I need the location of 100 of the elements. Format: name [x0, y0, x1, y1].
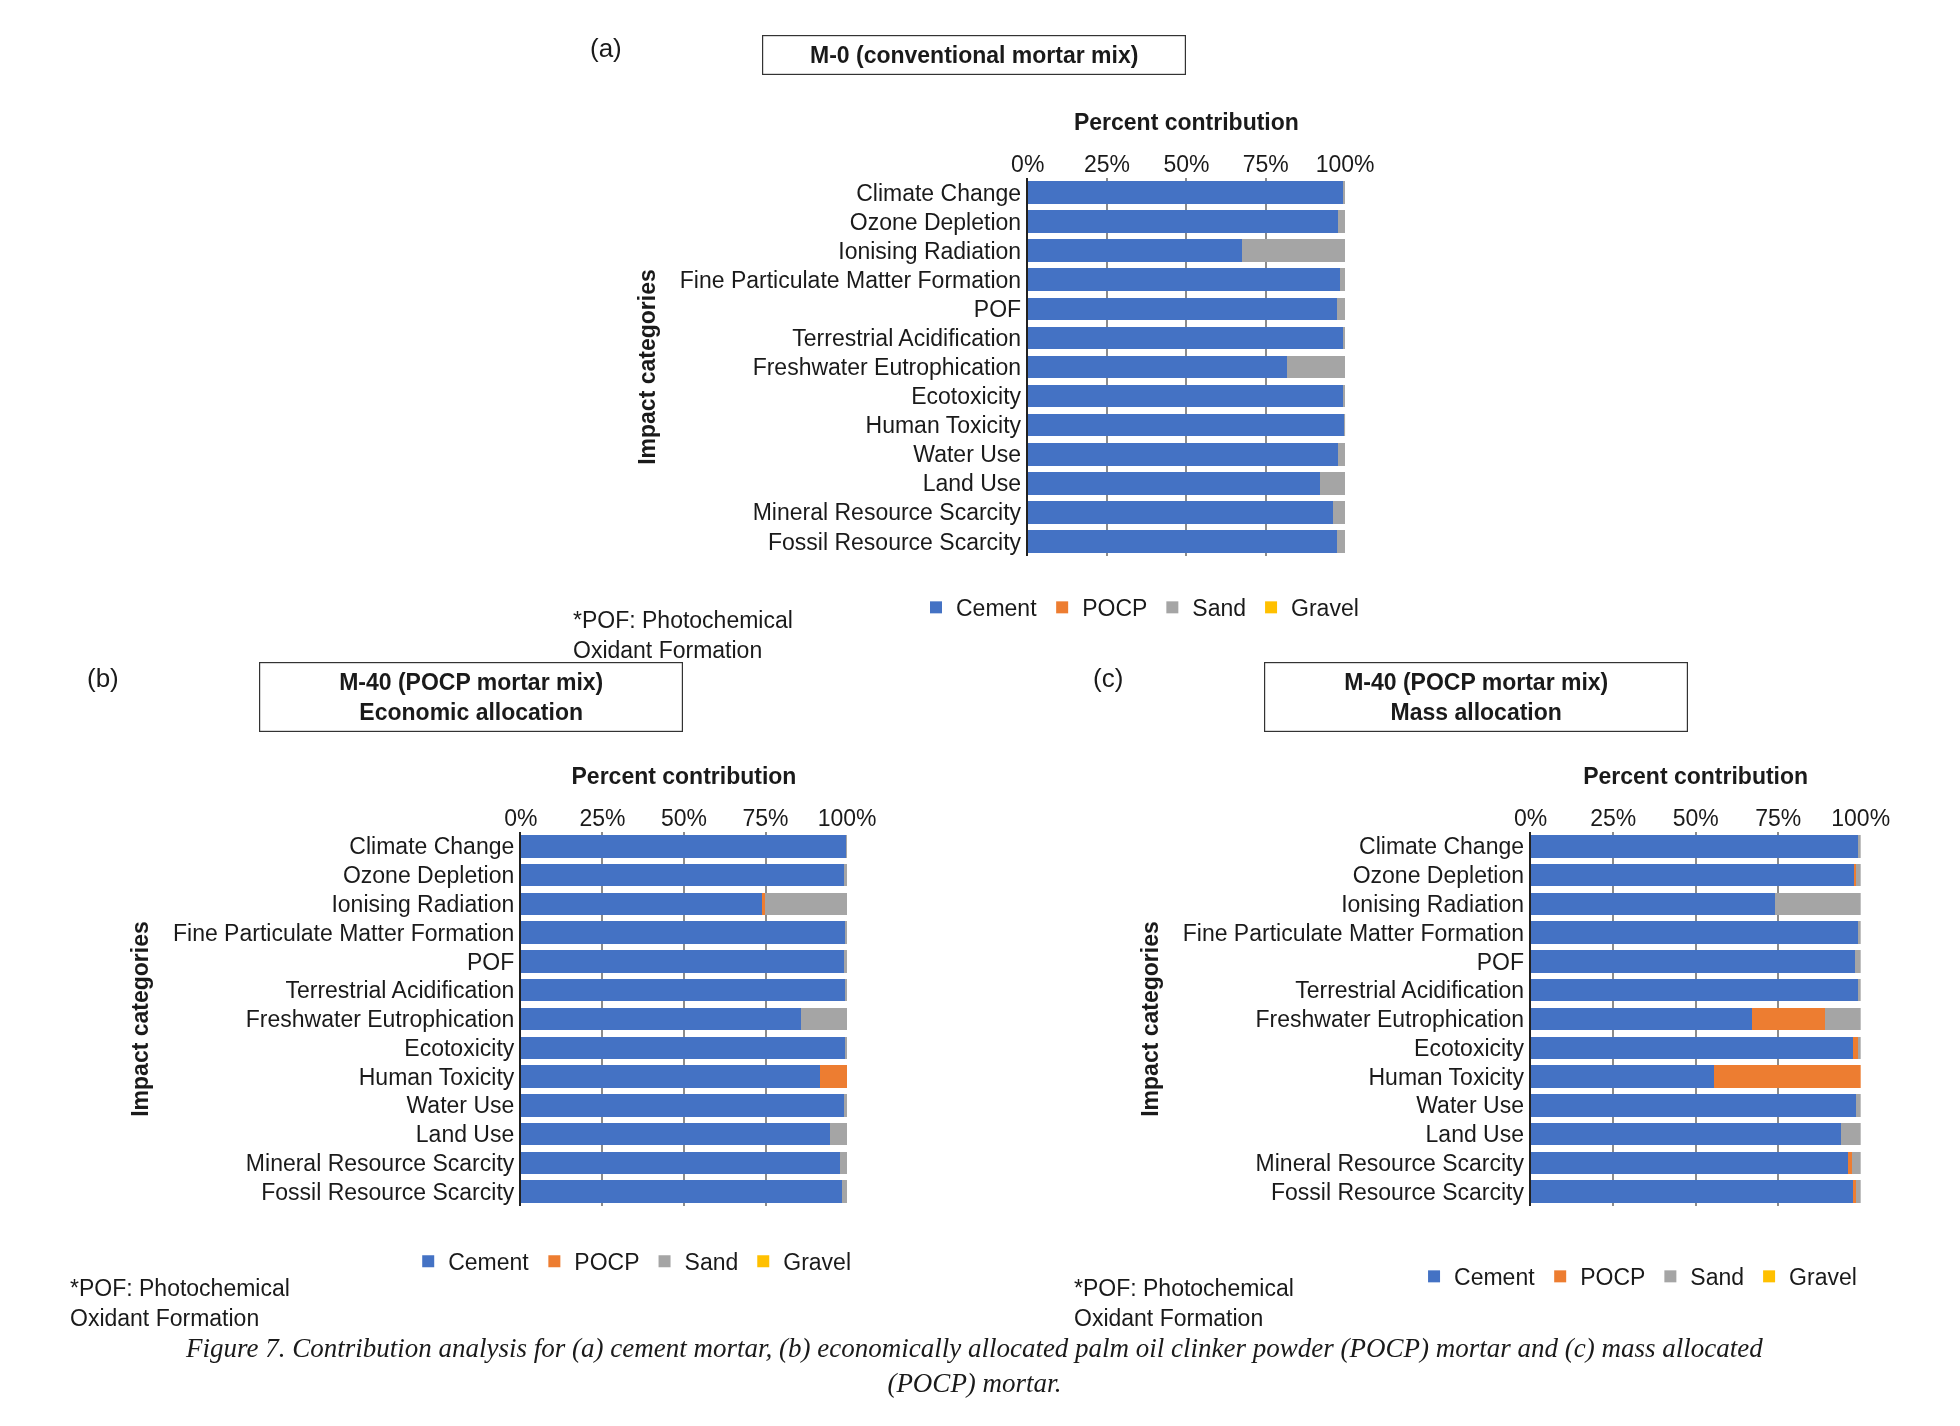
bar: [1530, 835, 1859, 858]
y-tick-label: Mineral Resource Scarcity: [1255, 1149, 1525, 1176]
bar: [520, 1180, 842, 1203]
text: (c): [1093, 663, 1124, 693]
y-tick-label: Ionising Radiation: [331, 890, 515, 917]
legend-label: Sand: [1690, 1264, 1745, 1291]
y-tick-label: Ionising Radiation: [1341, 890, 1525, 917]
y-tick-label: Land Use: [415, 1121, 515, 1148]
bar: [1530, 950, 1855, 973]
y-tick-label: Terrestrial Acidification: [285, 977, 515, 1004]
y-tick-label: Climate Change: [349, 833, 515, 860]
legend-label: Cement: [1454, 1264, 1536, 1291]
bar: [1027, 442, 1339, 466]
x-tick-label: 50%: [1672, 805, 1719, 832]
bar: [1752, 1007, 1825, 1031]
bar: [843, 950, 848, 973]
x-axis-title: Percent contribution: [1583, 762, 1809, 789]
y-tick-label: Fossil Resource Scarcity: [768, 528, 1022, 555]
x-tick-label: 75%: [742, 805, 789, 832]
bar: [1027, 326, 1343, 350]
bar: [761, 892, 765, 916]
bar: [1027, 268, 1341, 292]
bar: [1530, 1151, 1849, 1175]
bar: [520, 1094, 844, 1117]
text: (a): [590, 33, 622, 63]
bar: [1853, 863, 1856, 887]
bar: [520, 1036, 846, 1059]
y-tick-label: Freshwater Eutrophication: [245, 1006, 515, 1033]
y-tick-label: Freshwater Eutrophication: [752, 354, 1022, 381]
text: *POF: Photochemical Oxidant Formation: [1074, 1275, 1294, 1331]
text: *POF: Photochemical Oxidant Formation: [573, 607, 793, 663]
bar: [520, 950, 844, 973]
bar: [1336, 297, 1346, 321]
caption: Figure 7. Contribution analysis for (a) cement mortar, (b) economically allocated palm oil clinker powder (POCP) mortar and (c) mass allocated (POCP) mortar.: [185, 1333, 1764, 1399]
bar: [1027, 297, 1337, 321]
bar: [1840, 1122, 1861, 1146]
bar: [1852, 1151, 1861, 1175]
bar: [1027, 384, 1343, 408]
chart-title: M-40 (POCP mortar mix) Economic allocation: [339, 669, 604, 726]
legend-label: Cement: [448, 1249, 530, 1276]
bar: [1530, 1007, 1753, 1031]
bar: [520, 892, 762, 916]
bar: [839, 1151, 848, 1175]
bar: [1853, 1180, 1856, 1203]
y-tick-label: Climate Change: [1359, 833, 1525, 860]
bar: [843, 1094, 848, 1117]
bar: [520, 1007, 802, 1031]
bar: [764, 892, 848, 916]
y-tick-label: Ozone Depletion: [1352, 862, 1525, 889]
bar: [1848, 1151, 1853, 1175]
y-tick-label: Ionising Radiation: [838, 237, 1022, 264]
bar: [1530, 921, 1859, 944]
bar: [1340, 268, 1346, 292]
bar: [520, 1122, 830, 1146]
x-tick-label: 25%: [1590, 805, 1637, 832]
bar: [819, 1065, 848, 1088]
y-tick-label: Terrestrial Acidification: [1295, 977, 1525, 1004]
chart-title: M-0 (conventional mortar mix): [809, 42, 1139, 69]
legend-label: Gravel: [1291, 595, 1359, 622]
y-tick-label: POF: [467, 948, 515, 975]
bar: [841, 1180, 848, 1203]
y-tick-label: Ozone Depletion: [342, 862, 515, 889]
bar: [844, 979, 848, 1002]
y-tick-label: Mineral Resource Scarcity: [245, 1149, 515, 1176]
text: *POF: Photochemical Oxidant Formation: [70, 1275, 290, 1331]
y-tick-label: Terrestrial Acidification: [792, 324, 1022, 351]
bar: [801, 1007, 848, 1031]
x-tick-label: 0%: [504, 805, 538, 832]
bar: [1027, 181, 1343, 204]
y-tick-label: Climate Change: [856, 179, 1022, 206]
bar: [520, 835, 847, 858]
y-tick-label: Land Use: [1425, 1121, 1525, 1148]
y-tick-label: Water Use: [913, 441, 1022, 468]
y-tick-label: Ecotoxicity: [1414, 1034, 1525, 1061]
bar: [1333, 501, 1346, 524]
y-tick-label: Ecotoxicity: [911, 383, 1022, 410]
bar: [1856, 1094, 1861, 1117]
y-tick-label: Water Use: [1416, 1092, 1525, 1119]
legend-label: Gravel: [783, 1249, 852, 1276]
y-axis-title: Impact categories: [1136, 921, 1163, 1117]
x-tick-label: 75%: [1242, 151, 1289, 178]
x-tick-label: 50%: [660, 805, 707, 832]
x-axis-title: Percent contribution: [571, 762, 797, 789]
bar: [1530, 1065, 1714, 1088]
y-tick-label: Mineral Resource Scarcity: [752, 499, 1022, 526]
bar: [1027, 413, 1345, 437]
bar: [1530, 1180, 1854, 1203]
y-tick-label: Water Use: [406, 1092, 515, 1119]
legend-label: POCP: [574, 1249, 640, 1276]
y-tick-label: Fossil Resource Scarcity: [1270, 1178, 1525, 1205]
y-tick-label: Human Toxicity: [358, 1063, 515, 1090]
y-tick-label: Human Toxicity: [865, 412, 1022, 439]
legend-label: POCP: [1580, 1264, 1646, 1291]
bar: [520, 921, 846, 944]
x-tick-label: 100%: [1831, 805, 1891, 832]
bar: [1287, 355, 1346, 379]
x-tick-label: 0%: [1011, 151, 1045, 178]
y-tick-label: Fossil Resource Scarcity: [261, 1178, 515, 1205]
y-axis-title: Impact categories: [633, 269, 660, 465]
x-tick-label: 75%: [1755, 805, 1802, 832]
